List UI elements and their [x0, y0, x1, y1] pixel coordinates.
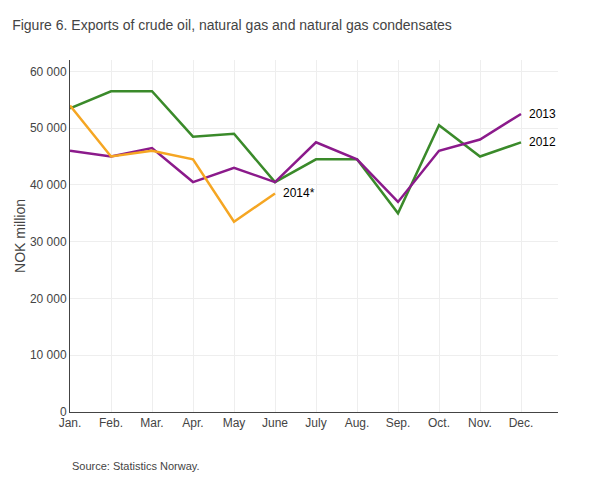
svg-text:July: July [305, 416, 326, 430]
svg-text:June: June [262, 416, 288, 430]
svg-text:Aug.: Aug. [345, 416, 370, 430]
svg-text:Nov.: Nov. [468, 416, 492, 430]
svg-text:Apr.: Apr. [182, 416, 203, 430]
svg-text:50 000: 50 000 [30, 121, 67, 135]
svg-text:Dec.: Dec. [509, 416, 534, 430]
svg-text:10 000: 10 000 [30, 348, 67, 362]
svg-text:2013: 2013 [529, 107, 556, 121]
svg-text:30 000: 30 000 [30, 235, 67, 249]
svg-text:20 000: 20 000 [30, 292, 67, 306]
svg-text:2012: 2012 [529, 135, 556, 149]
svg-text:Figure 6. Exports of crude oil: Figure 6. Exports of crude oil, natural … [12, 17, 452, 33]
svg-text:Sep.: Sep. [386, 416, 411, 430]
svg-text:NOK million: NOK million [12, 199, 28, 273]
svg-text:2014*: 2014* [283, 186, 315, 200]
svg-text:Feb.: Feb. [99, 416, 123, 430]
svg-text:Jan.: Jan. [59, 416, 82, 430]
svg-text:May: May [223, 416, 246, 430]
svg-text:0: 0 [60, 405, 67, 419]
svg-text:Oct.: Oct. [428, 416, 450, 430]
svg-text:40 000: 40 000 [30, 178, 67, 192]
svg-text:60 000: 60 000 [30, 65, 67, 79]
svg-text:Source: Statistics Norway.: Source: Statistics Norway. [72, 460, 200, 472]
svg-text:Mar.: Mar. [140, 416, 163, 430]
